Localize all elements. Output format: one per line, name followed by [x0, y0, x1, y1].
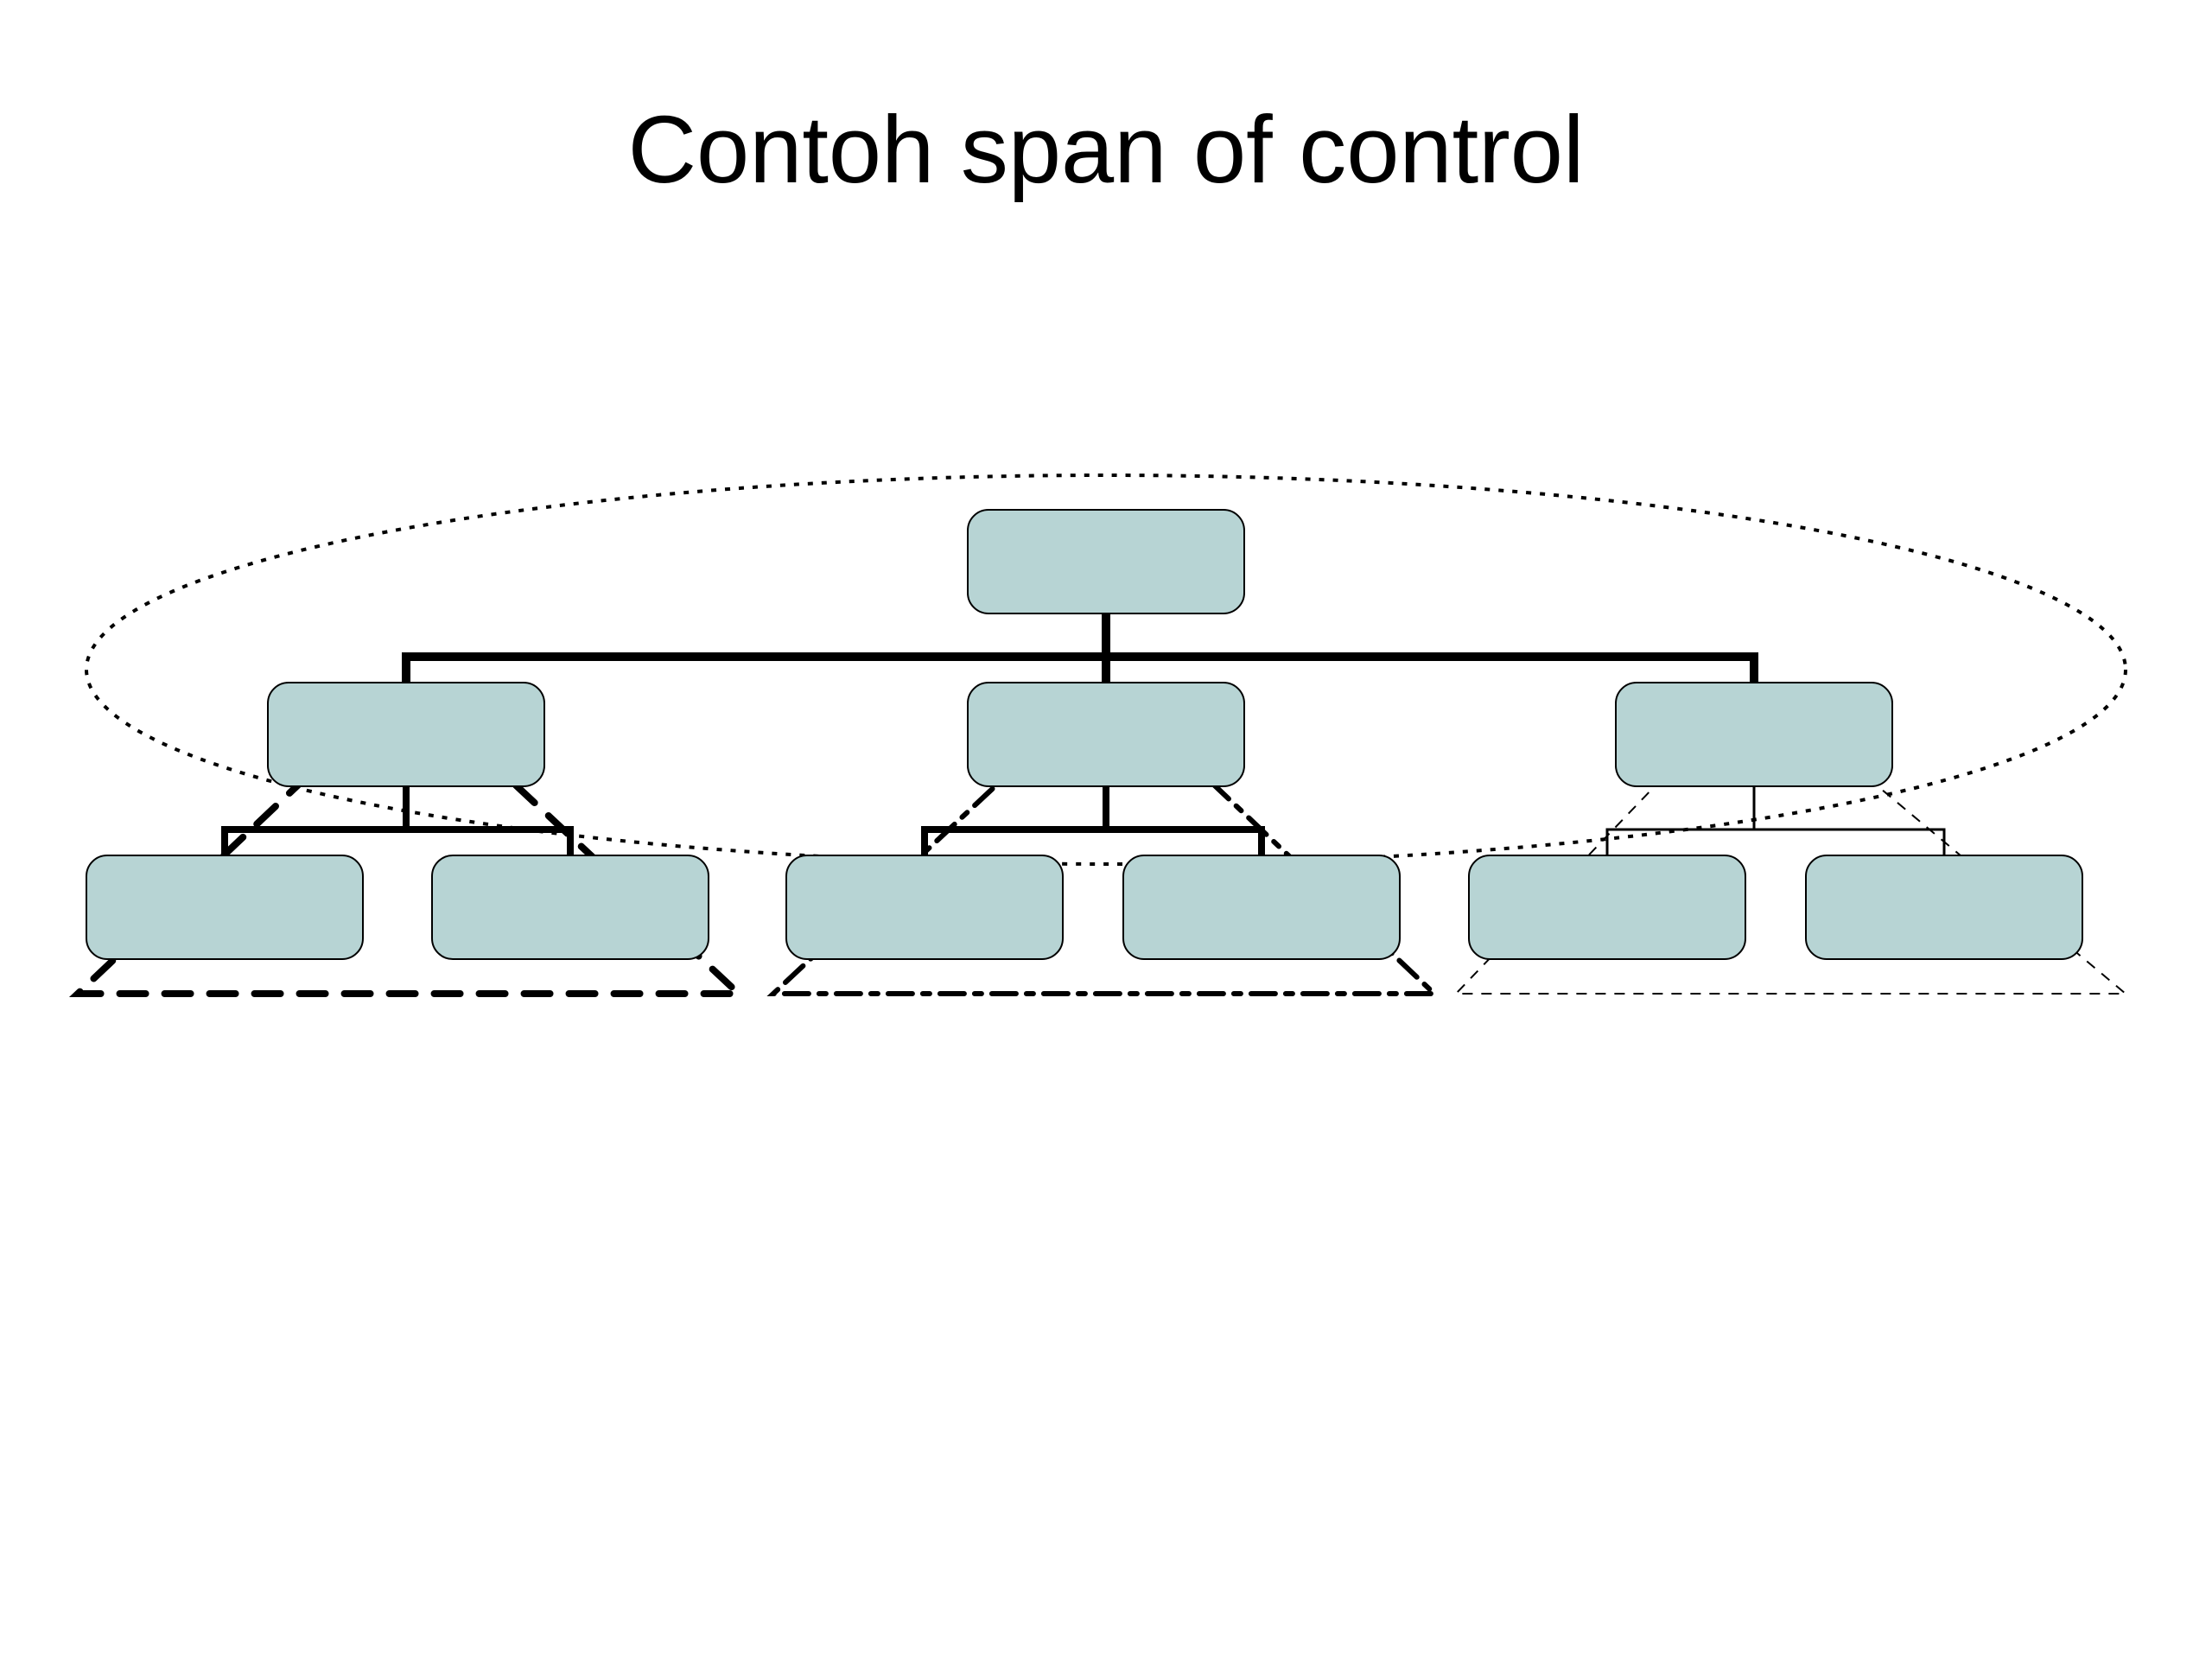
node-l2a: [268, 683, 544, 786]
org-nodes: [86, 510, 2082, 959]
node-l3b1: [786, 855, 1063, 959]
node-l3b2: [1123, 855, 1400, 959]
node-l2b: [968, 683, 1244, 786]
node-l3c1: [1469, 855, 1745, 959]
connectors-level2-left: [225, 786, 570, 855]
node-l2c: [1616, 683, 1892, 786]
connectors-level2-mid: [925, 786, 1262, 855]
node-root: [968, 510, 1244, 613]
node-l3a1: [86, 855, 363, 959]
connectors-level2-right: [1607, 786, 1944, 855]
connectors-level1: [406, 613, 1754, 683]
diagram-canvas: [0, 0, 2212, 1659]
node-l3a2: [432, 855, 709, 959]
node-l3c2: [1806, 855, 2082, 959]
